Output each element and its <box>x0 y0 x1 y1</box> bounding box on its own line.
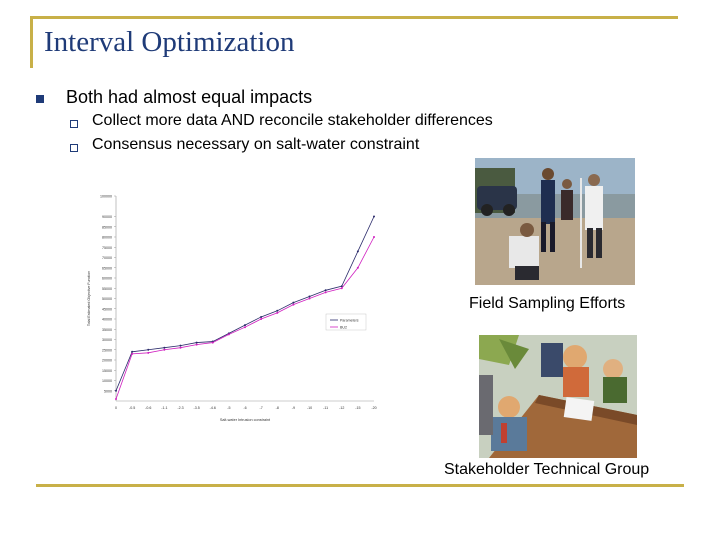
y-tick-label: 50000 <box>102 297 112 301</box>
data-point <box>195 341 198 344</box>
data-point <box>276 309 279 312</box>
legend-box <box>325 313 367 331</box>
y-tick-label: 55000 <box>102 287 112 291</box>
data-point <box>195 343 198 346</box>
y-tick-label: 65000 <box>102 266 112 270</box>
data-point <box>260 315 263 318</box>
y-tick-label: 40000 <box>102 318 112 322</box>
x-tick-label: -8 <box>276 406 279 410</box>
x-tick-label: -1.1 <box>161 406 167 410</box>
data-point <box>373 215 375 218</box>
x-tick-label: -5 <box>227 406 230 410</box>
data-point <box>131 352 134 355</box>
bullet-text: Both had almost equal impacts <box>66 87 313 107</box>
slide-title: Interval Optimization <box>44 26 295 58</box>
y-tick-label: 80000 <box>102 236 112 240</box>
data-point <box>244 326 246 329</box>
x-tick-label: -2.3 <box>177 406 183 410</box>
clipart-caption: Stakeholder Technical Group <box>444 461 650 478</box>
field-sampling-photo <box>475 158 635 285</box>
sub-bullet-text: Collect more data AND reconcile stakehol… <box>92 112 493 129</box>
data-point <box>292 301 295 304</box>
y-tick-label: 100000 <box>100 195 112 199</box>
y-tick-label: 30000 <box>102 338 112 342</box>
data-point <box>179 346 182 349</box>
x-tick-label: -4.6 <box>210 406 216 410</box>
x-tick-label: -10 <box>307 406 312 410</box>
x-tick-label: -0.5 <box>129 406 135 410</box>
y-tick-label: 5000 <box>104 389 112 393</box>
legend-label: BU2 <box>340 325 347 329</box>
x-tick-label: -15 <box>355 406 360 410</box>
data-point <box>292 303 295 306</box>
x-tick-label: -7 <box>260 406 263 410</box>
y-tick-label: 70000 <box>102 256 112 260</box>
y-tick-label: 75000 <box>102 246 112 250</box>
data-point <box>131 350 134 353</box>
data-point <box>147 351 150 354</box>
frame-left-border <box>30 16 33 68</box>
x-tick-label: -9 <box>292 406 295 410</box>
x-tick-label: 0 <box>115 406 117 410</box>
x-tick-label: -12 <box>339 406 344 410</box>
x-tick-label: -3.5 <box>194 406 200 410</box>
data-point <box>324 289 327 292</box>
data-point <box>260 318 263 320</box>
data-point <box>356 250 359 253</box>
data-point <box>227 333 230 336</box>
y-tick-label: 85000 <box>102 225 112 229</box>
data-point <box>340 285 343 288</box>
y-axis-label: Total Estimated Objective Function <box>87 271 91 326</box>
data-point <box>324 291 327 294</box>
data-point <box>115 397 117 400</box>
stakeholder-meeting-clipart <box>479 335 637 458</box>
data-point <box>308 297 311 300</box>
data-point <box>163 348 166 351</box>
x-tick-label: -0.6 <box>145 406 151 410</box>
series-line <box>115 216 375 391</box>
y-tick-label: 15000 <box>102 369 112 373</box>
data-point <box>147 348 150 351</box>
data-point <box>356 266 359 269</box>
frame-bottom-border <box>36 484 684 487</box>
y-tick-label: 90000 <box>102 215 112 219</box>
square-bullet-icon <box>36 95 44 103</box>
x-tick-label: -20 <box>371 406 376 410</box>
data-point <box>276 311 279 314</box>
data-point <box>115 389 117 392</box>
x-tick-label: -11 <box>323 406 328 410</box>
legend-label: Parameters <box>340 318 359 322</box>
data-point <box>308 295 311 298</box>
x-axis-label: Salt-water Intrusion constraint <box>220 418 271 422</box>
y-tick-label: 20000 <box>102 359 112 363</box>
y-tick-label: 10000 <box>102 379 112 383</box>
y-tick-label: 45000 <box>102 307 112 311</box>
data-point <box>163 346 166 349</box>
photo-caption: Field Sampling Efforts <box>469 295 626 312</box>
hollow-square-bullet-icon <box>70 120 78 128</box>
sub-bullet-text: Consensus necessary on salt-water constr… <box>92 136 420 153</box>
objective-function-chart: 5000 10000 15000 20000 25000 30000 35000 40000 4… <box>87 195 377 423</box>
y-tick-label: 35000 <box>102 328 112 332</box>
data-point <box>373 236 375 238</box>
y-tick-label: 60000 <box>102 277 112 281</box>
frame-top-border <box>30 16 678 19</box>
y-tick-label: 25000 <box>102 348 112 352</box>
data-point <box>179 344 182 347</box>
data-point <box>340 287 343 290</box>
data-point <box>211 341 214 344</box>
data-point <box>244 324 246 327</box>
x-tick-label: -6 <box>243 406 246 410</box>
hollow-square-bullet-icon <box>70 144 78 152</box>
